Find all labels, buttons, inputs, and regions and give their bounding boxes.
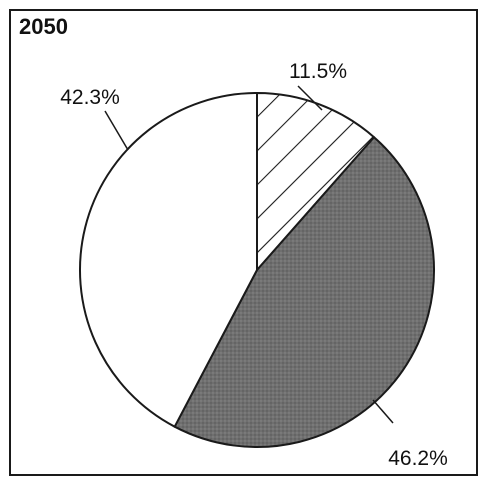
leader-line-1 [297,85,323,111]
leader-lines [104,85,394,424]
chart-title: 2050 [19,14,68,39]
pie-slice-2 [173,136,435,448]
leader-line-2 [372,399,394,424]
slice-label-1: 11.5% [289,60,347,83]
pie-slice-3 [79,92,258,428]
pie-slice-1 [256,92,376,271]
slice-label-2: 46.2% [388,447,448,470]
slice-labels: 11.5% 46.2% 42.3% [60,60,448,470]
slice-label-3: 42.3% [60,86,120,109]
pie-slices [79,92,435,448]
leader-line-3 [104,110,129,151]
